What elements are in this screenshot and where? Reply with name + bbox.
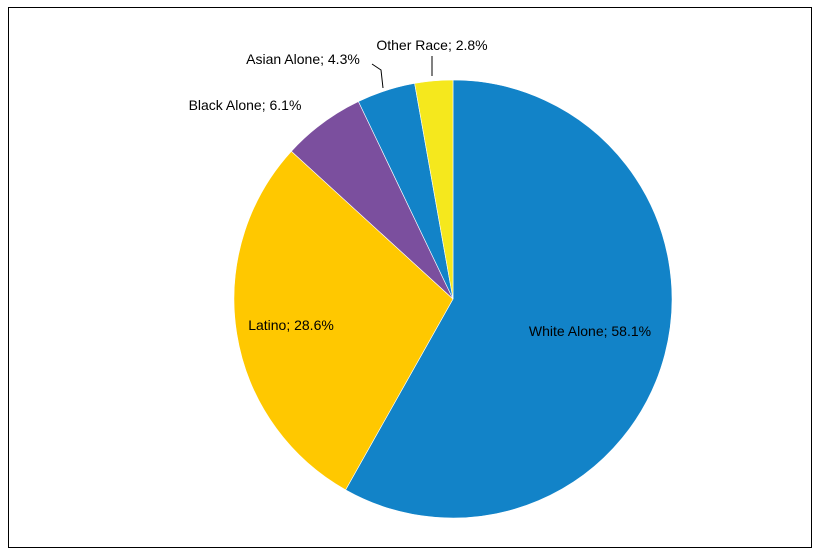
pie-slice-0 [345, 79, 673, 519]
slice-label-4: Other Race; 2.8% [376, 37, 487, 53]
slice-label-2: Black Alone; 6.1% [189, 97, 302, 113]
pie-slice-1 [233, 150, 454, 491]
pie-slice-4 [414, 79, 454, 300]
slice-label-0: White Alone; 58.1% [529, 323, 651, 339]
slice-label-3: Asian Alone; 4.3% [246, 51, 360, 67]
slice-label-1: Latino; 28.6% [248, 317, 334, 333]
leader-line-3 [371, 63, 384, 89]
